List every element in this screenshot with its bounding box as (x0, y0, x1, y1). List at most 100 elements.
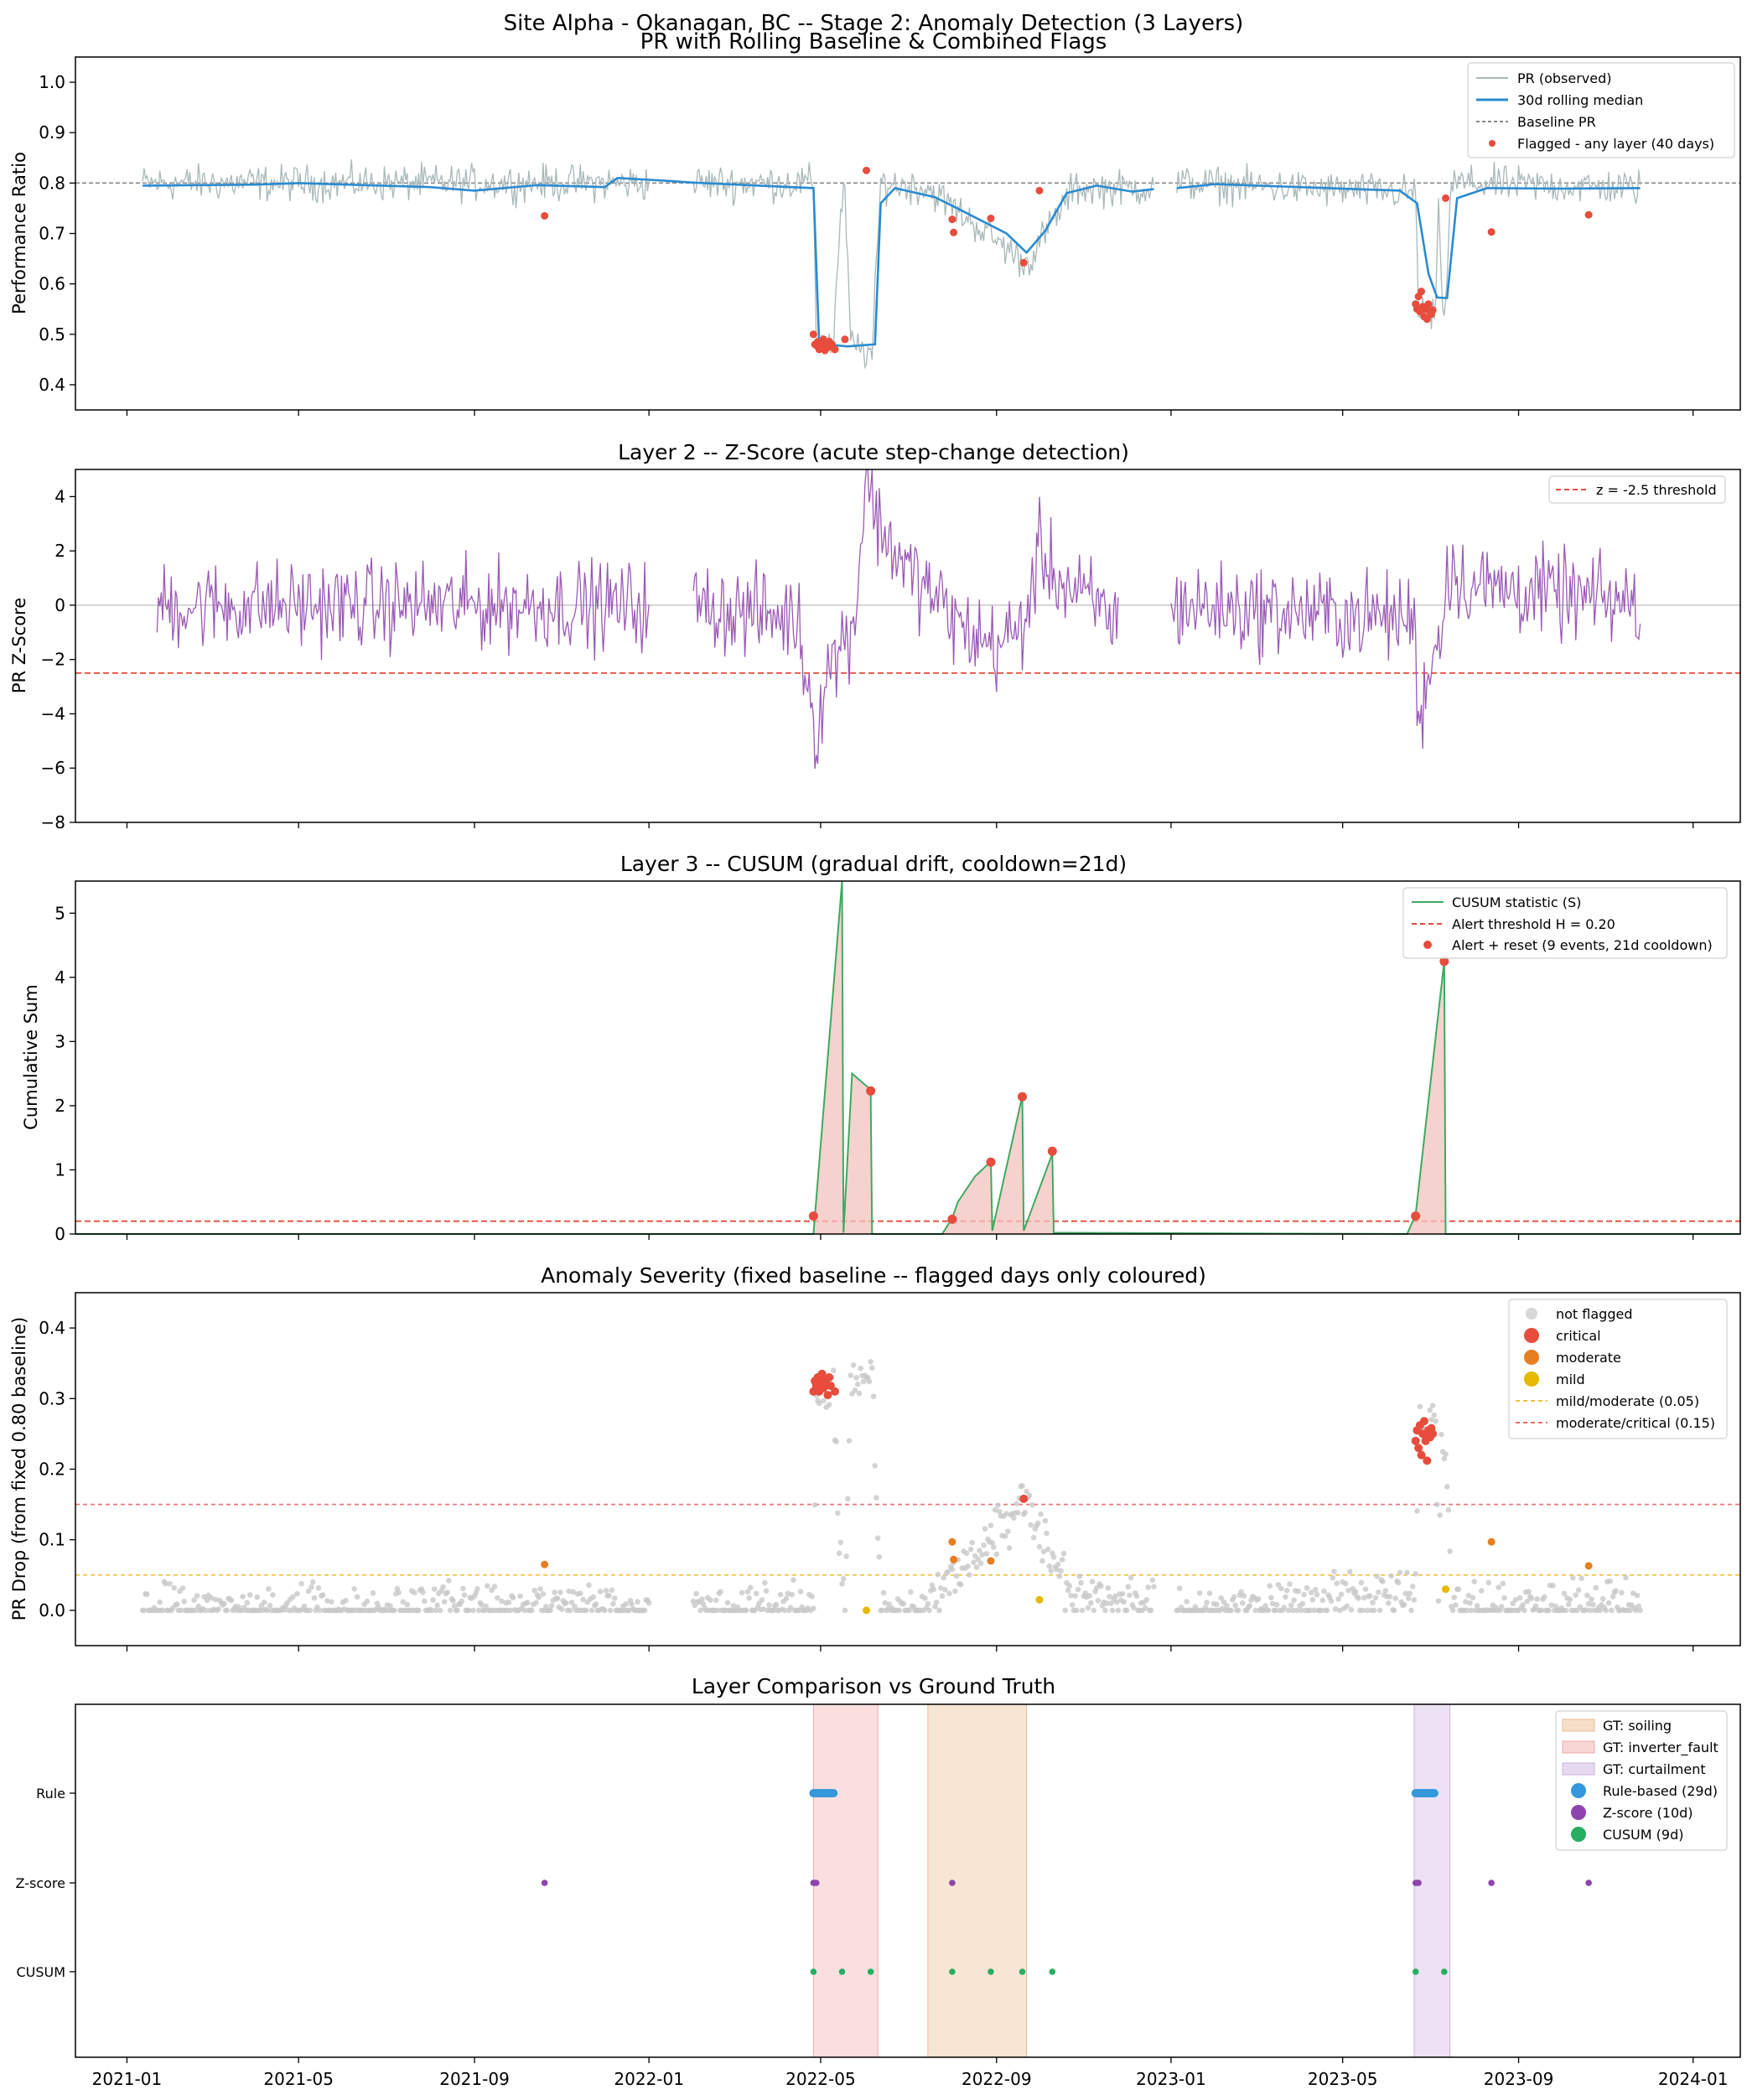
severity-unflagged-point (568, 1607, 573, 1614)
severity-unflagged-point (874, 1535, 881, 1541)
legend-curtailment: GT: curtailment (1603, 1761, 1706, 1777)
severity-unflagged-point (181, 1598, 187, 1605)
severity-unflagged-point (1358, 1579, 1365, 1586)
severity-unflagged-point (1102, 1607, 1108, 1614)
severity-unflagged-point (1002, 1533, 1008, 1539)
severity-unflagged-point (760, 1606, 766, 1612)
y-tick-label: 0 (54, 595, 65, 615)
severity-unflagged-point (1085, 1605, 1091, 1611)
y-tick-label: 4 (54, 486, 65, 506)
severity-unflagged-point (1228, 1607, 1234, 1614)
severity-unflagged-point (536, 1594, 542, 1600)
severity-unflagged-point (853, 1375, 859, 1381)
pr-flagged-point (831, 345, 839, 354)
legend-baseline: Baseline PR (1517, 114, 1596, 130)
severity-unflagged-point (387, 1603, 393, 1609)
severity-unflagged-point (412, 1589, 417, 1596)
cusum-alert-point (1439, 957, 1449, 967)
severity-unflagged-point (351, 1586, 358, 1592)
severity-y-ticks: 0.0 0.1 0.2 0.3 0.4 (39, 1318, 75, 1620)
severity-unflagged-point (1045, 1546, 1051, 1553)
cusum-alert-point (1017, 1091, 1027, 1102)
severity-unflagged-point (1105, 1584, 1112, 1591)
severity-unflagged-point (1312, 1586, 1319, 1593)
severity-unflagged-point (159, 1607, 166, 1614)
severity-mild-point (863, 1606, 871, 1615)
severity-unflagged-point (1583, 1607, 1589, 1613)
severity-unflagged-point (194, 1593, 200, 1599)
severity-unflagged-point (1388, 1573, 1394, 1579)
severity-unflagged-point (787, 1605, 794, 1610)
severity-moderate-point (1487, 1537, 1496, 1546)
severity-unflagged-point (610, 1600, 616, 1607)
cusum-legend-box (1402, 887, 1728, 959)
panel-comparison-title: Layer Comparison vs Ground Truth (692, 1674, 1055, 1698)
severity-unflagged-point (1587, 1607, 1594, 1614)
severity-unflagged-point (1015, 1510, 1021, 1516)
severity-unflagged-point (1380, 1579, 1386, 1584)
severity-unflagged-point (191, 1597, 197, 1603)
severity-unflagged-point (430, 1597, 436, 1603)
severity-unflagged-point (1321, 1588, 1327, 1594)
severity-unflagged-point (826, 1402, 832, 1408)
severity-critical-point (830, 1387, 839, 1396)
severity-unflagged-point (1391, 1607, 1397, 1614)
severity-unflagged-point (816, 1400, 822, 1407)
legend-cusum-alert: Alert + reset (9 events, 21d cooldown) (1452, 937, 1713, 953)
pr-flagged-point (1423, 315, 1431, 324)
y-tick-label: 3 (54, 1031, 65, 1051)
severity-unflagged-point (846, 1438, 853, 1444)
severity-unflagged-point (1411, 1597, 1418, 1603)
severity-unflagged-point (510, 1594, 516, 1601)
severity-unflagged-point (845, 1496, 851, 1502)
severity-unflagged-point (202, 1607, 209, 1614)
severity-x-ticks (126, 1646, 1694, 1651)
severity-unflagged-point (982, 1526, 988, 1532)
severity-unflagged-point (1086, 1593, 1092, 1599)
cusum-marks-layer (75, 880, 1740, 1236)
pr-flagged-point (987, 214, 995, 222)
severity-unflagged-point (547, 1607, 553, 1614)
legend-moderate: moderate (1556, 1350, 1621, 1366)
y-tick-label: 0.1 (39, 1530, 65, 1550)
severity-unflagged-point (724, 1600, 731, 1606)
severity-unflagged-point (308, 1584, 314, 1590)
severity-unflagged-point (1235, 1607, 1242, 1614)
severity-unflagged-point (577, 1590, 583, 1596)
cusum-alert-point (1411, 1211, 1421, 1221)
severity-unflagged-point (1013, 1501, 1019, 1507)
severity-unflagged-point (1295, 1588, 1302, 1594)
severity-unflagged-point (1121, 1599, 1127, 1605)
y-tick-label: 2 (54, 1096, 65, 1116)
severity-unflagged-point (635, 1599, 640, 1605)
severity-unflagged-point (505, 1600, 512, 1605)
severity-unflagged-point (1433, 1418, 1439, 1424)
severity-unflagged-point (499, 1598, 505, 1605)
severity-unflagged-point (1093, 1584, 1100, 1591)
legend-cusum: CUSUM (9d) (1603, 1827, 1683, 1843)
severity-unflagged-point (835, 1510, 841, 1517)
severity-unflagged-point (992, 1506, 998, 1513)
severity-unflagged-point (993, 1551, 1000, 1558)
severity-unflagged-point (319, 1592, 326, 1598)
severity-unflagged-point (1387, 1594, 1393, 1600)
severity-unflagged-point (1056, 1573, 1063, 1579)
severity-unflagged-point (1123, 1607, 1130, 1614)
legend-curtailment-swatch (1562, 1762, 1595, 1776)
panel-zscore: Layer 2 -- Z-Score (acute step-change de… (9, 440, 1741, 832)
pr-median-series-0 (143, 176, 1154, 348)
severity-unflagged-point (1437, 1511, 1444, 1518)
severity-unflagged-point (1567, 1596, 1573, 1603)
severity-unflagged-point (440, 1584, 446, 1590)
severity-unflagged-point (949, 1566, 956, 1573)
severity-unflagged-point (470, 1607, 476, 1614)
severity-unflagged-point (354, 1594, 360, 1600)
severity-unflagged-point (590, 1594, 596, 1600)
severity-unflagged-point (1449, 1607, 1456, 1614)
severity-unflagged-point (1089, 1579, 1096, 1584)
severity-unflagged-point (364, 1598, 371, 1605)
severity-unflagged-point (872, 1463, 879, 1469)
severity-unflagged-point (1143, 1597, 1150, 1603)
severity-critical-point (1428, 1429, 1438, 1439)
severity-unflagged-point (1589, 1601, 1596, 1608)
